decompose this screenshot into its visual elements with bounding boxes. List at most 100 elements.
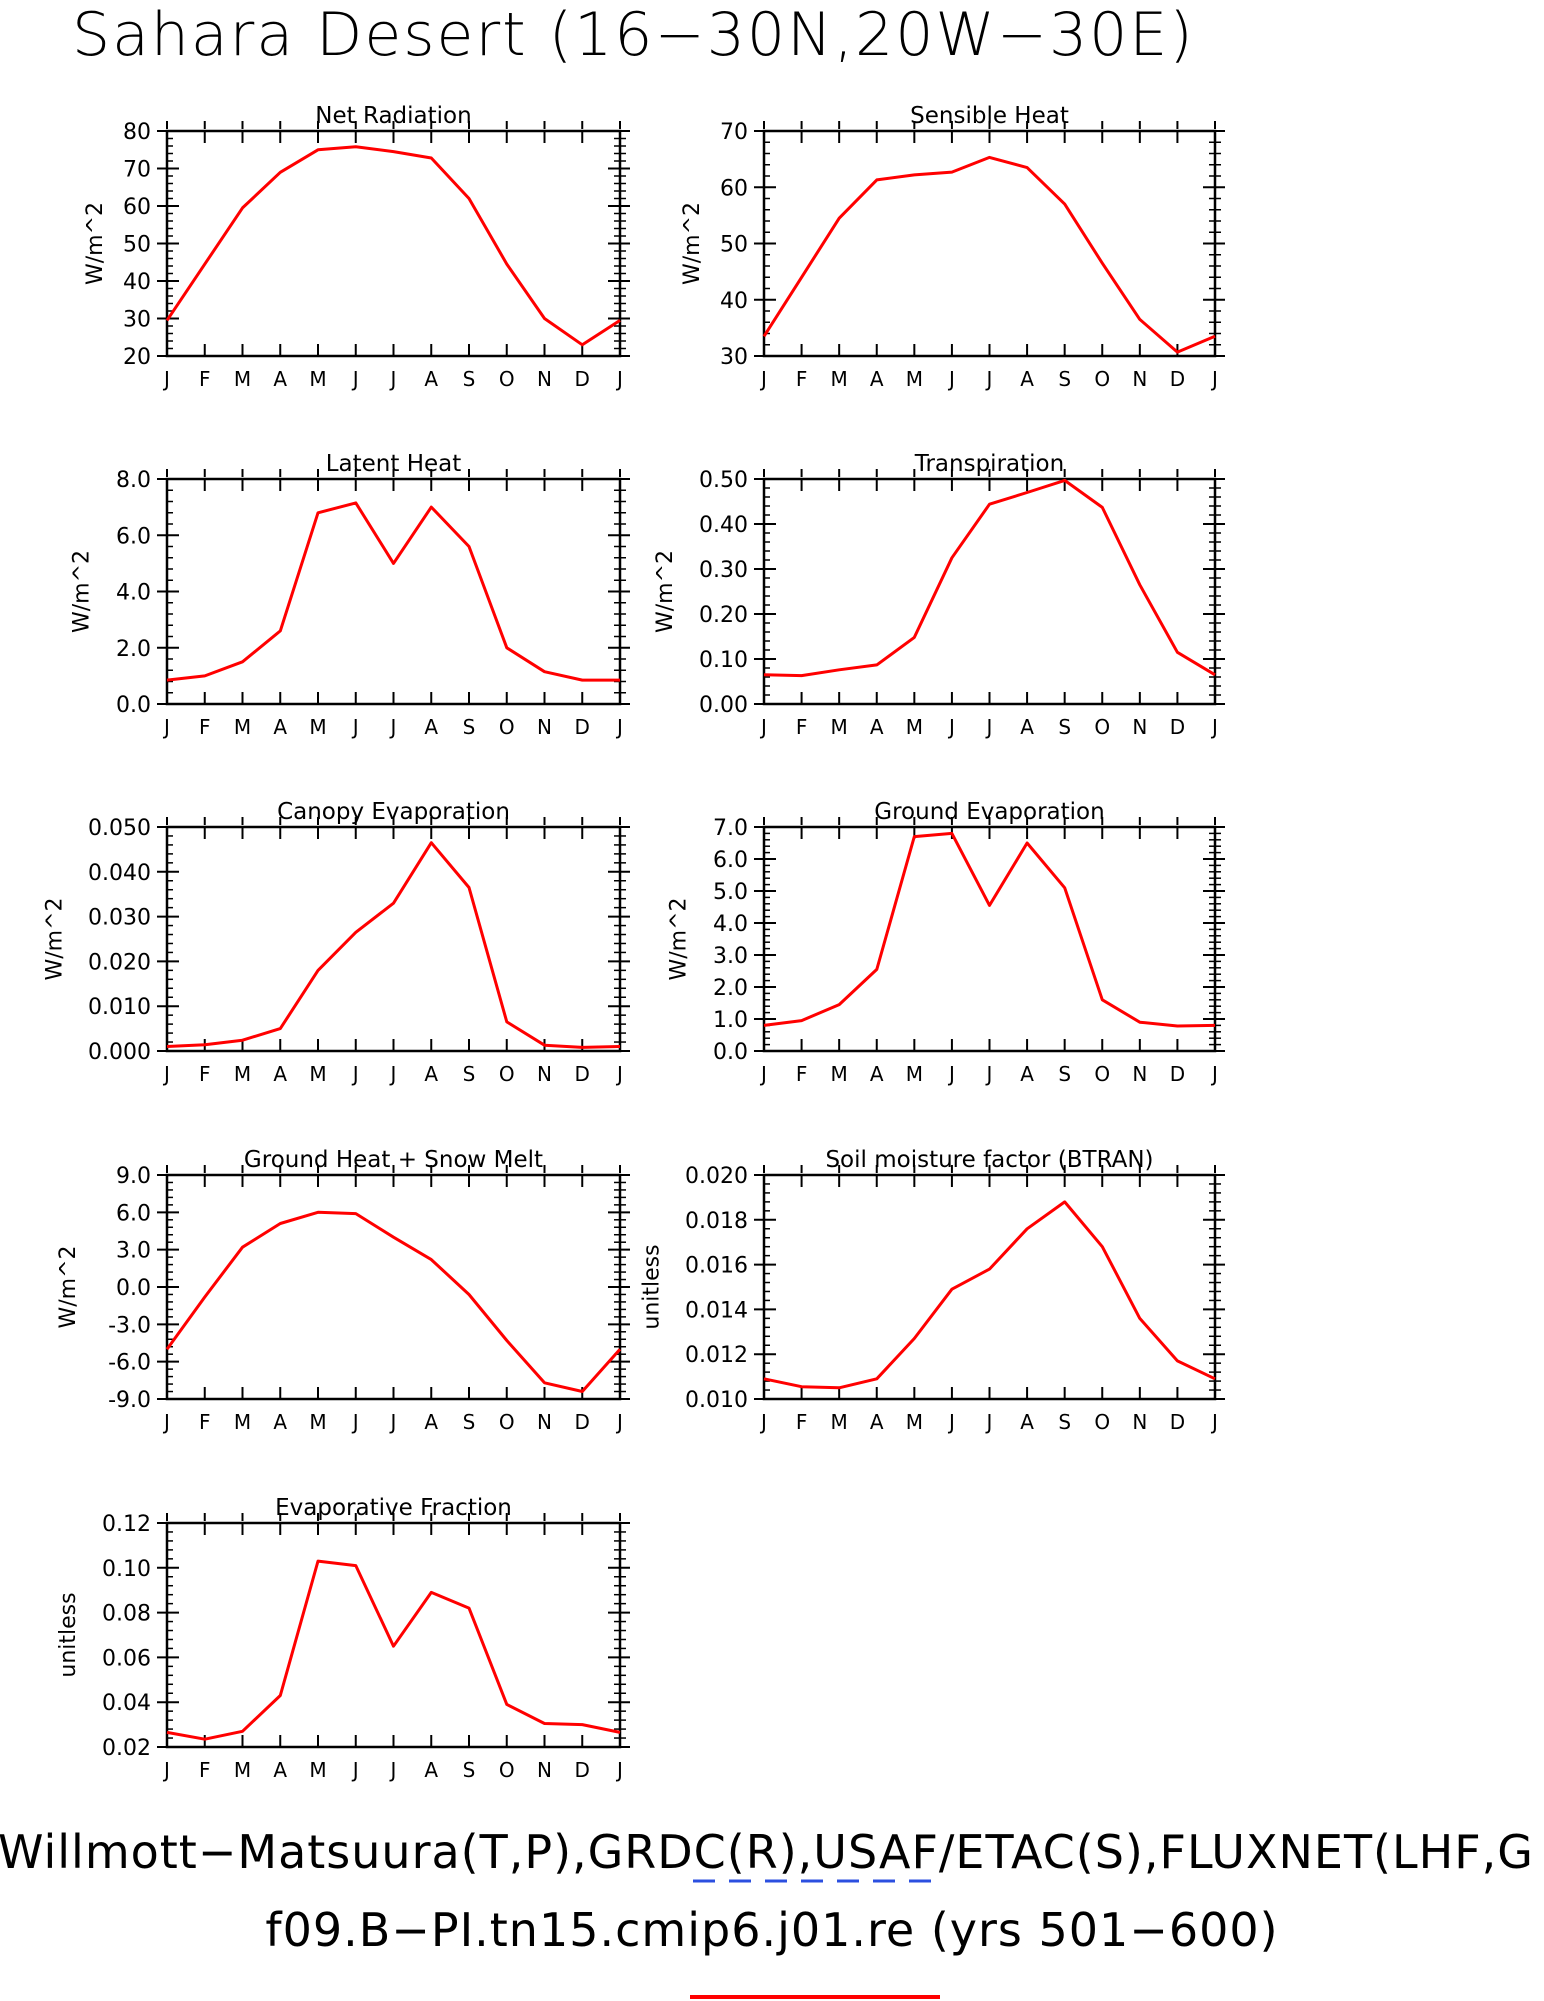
x-tick-label: J	[389, 1410, 397, 1434]
plot-frame	[762, 825, 1217, 1053]
x-tick-label: J	[615, 1062, 623, 1086]
y-axis-label: W/m^2	[70, 550, 95, 633]
x-tick-label: F	[796, 715, 808, 739]
x-tick-label: J	[759, 1062, 767, 1086]
y-tick-label: 70	[720, 120, 748, 145]
panel-title: Ground Evaporation	[874, 799, 1104, 825]
x-tick-label: N	[1132, 715, 1147, 739]
footer-obs-sources: Willmott−Matsuura(T,P),GRDC(R),USAF/ETAC…	[0, 1825, 1534, 1879]
y-tick-label: 0.20	[699, 603, 748, 628]
x-tick-label: S	[463, 1062, 476, 1086]
x-tick-label: J	[351, 715, 359, 739]
x-tick-label: M	[309, 715, 326, 739]
x-tick-label: O	[1094, 715, 1110, 739]
y-tick-label: 50	[720, 233, 748, 258]
y-tick-label: 30	[720, 345, 748, 370]
y-tick-label: 50	[123, 233, 151, 258]
x-tick-label: F	[199, 1758, 211, 1782]
x-tick-label: M	[309, 1758, 326, 1782]
y-tick-label: 0.00	[699, 693, 748, 718]
x-tick-label: M	[309, 1062, 326, 1086]
x-tick-label: S	[463, 367, 476, 391]
series-line	[165, 1210, 622, 1393]
footer-case-name: f09.B−PI.tn15.cmip6.j01.re (yrs 501−600)	[265, 1903, 1279, 1957]
x-tick-label: J	[389, 367, 397, 391]
x-tick-label: D	[575, 367, 590, 391]
x-tick-label: S	[463, 1410, 476, 1434]
x-tick-label: S	[1058, 1410, 1071, 1434]
x-tick-label: A	[273, 1758, 287, 1782]
x-tick-label: M	[234, 367, 251, 391]
x-tick-label: F	[199, 367, 211, 391]
y-tick-label: 0.030	[88, 906, 151, 931]
x-tick-label: S	[1058, 1062, 1071, 1086]
x-tick-label: J	[389, 1062, 397, 1086]
y-tick-label: -3.0	[108, 1313, 151, 1338]
y-tick-label: 0.000	[88, 1040, 151, 1065]
y-tick-label: 20	[123, 345, 151, 370]
x-tick-label: S	[463, 715, 476, 739]
x-tick-label: M	[831, 1410, 848, 1434]
x-tick-label: D	[575, 715, 590, 739]
x-tick-label: D	[575, 1062, 590, 1086]
x-tick-label: A	[424, 1758, 438, 1782]
series-line	[762, 155, 1216, 354]
x-tick-label: O	[1094, 1410, 1110, 1434]
y-tick-label: 0.10	[102, 1557, 151, 1582]
y-axis-label: unitless	[56, 1592, 81, 1677]
x-tick-label: O	[499, 715, 515, 739]
y-tick-label: 0.040	[88, 861, 151, 886]
x-tick-label: J	[351, 1410, 359, 1434]
x-tick-label: A	[273, 715, 287, 739]
x-tick-label: M	[906, 367, 923, 391]
x-tick-label: A	[424, 715, 438, 739]
x-tick-label: S	[463, 1758, 476, 1782]
x-tick-label: A	[424, 1410, 438, 1434]
y-tick-label: 2.0	[713, 976, 748, 1001]
y-tick-label: -6.0	[108, 1351, 151, 1376]
x-tick-label: J	[615, 1410, 623, 1434]
y-tick-label: 0.10	[699, 648, 748, 673]
x-tick-label: J	[162, 715, 170, 739]
y-tick-label: 0.0	[713, 1040, 748, 1065]
panel-title: Net Radiation	[315, 103, 471, 129]
x-tick-label: M	[234, 1758, 251, 1782]
x-tick-label: N	[537, 1758, 552, 1782]
x-tick-label: N	[1132, 1062, 1147, 1086]
y-axis-label: W/m^2	[680, 202, 705, 285]
x-tick-label: J	[351, 1758, 359, 1782]
panel-title: Canopy Evaporation	[277, 799, 510, 825]
series-line	[763, 478, 1216, 678]
x-tick-label: J	[615, 1758, 623, 1782]
y-tick-label: 0.016	[685, 1254, 748, 1279]
x-tick-label: N	[537, 1062, 552, 1086]
series-line	[166, 1559, 621, 1741]
x-tick-label: N	[537, 367, 552, 391]
y-tick-label: 80	[123, 120, 151, 145]
y-tick-label: 6.0	[116, 524, 151, 549]
y-tick-label: 0.04	[102, 1691, 151, 1716]
x-tick-label: J	[759, 367, 767, 391]
chart-panel: J F M A M J J A S O N D J0.0000.0100.0200.0300.0400.…	[43, 799, 630, 1086]
y-tick-label: 6.0	[116, 1201, 151, 1226]
x-tick-label: J	[162, 1062, 170, 1086]
y-tick-label: 40	[123, 270, 151, 295]
y-tick-label: 60	[123, 195, 151, 220]
y-tick-label: 0.40	[699, 513, 748, 538]
y-axis-label: unitless	[640, 1244, 665, 1329]
x-tick-label: J	[1210, 367, 1218, 391]
x-tick-label: A	[273, 1062, 287, 1086]
x-tick-label: J	[351, 1062, 359, 1086]
x-tick-label: D	[575, 1410, 590, 1434]
y-tick-label: 0.30	[699, 558, 748, 583]
x-tick-label: F	[199, 1410, 211, 1434]
x-tick-label: N	[537, 1410, 552, 1434]
x-tick-label: J	[947, 367, 955, 391]
plot-frame	[762, 129, 1217, 358]
x-tick-label: O	[499, 1410, 515, 1434]
panel-title: Evaporative Fraction	[275, 1495, 512, 1521]
x-tick-label: A	[870, 1410, 884, 1434]
series-line	[763, 1200, 1216, 1390]
x-tick-label: M	[309, 1410, 326, 1434]
x-tick-label: O	[1094, 367, 1110, 391]
